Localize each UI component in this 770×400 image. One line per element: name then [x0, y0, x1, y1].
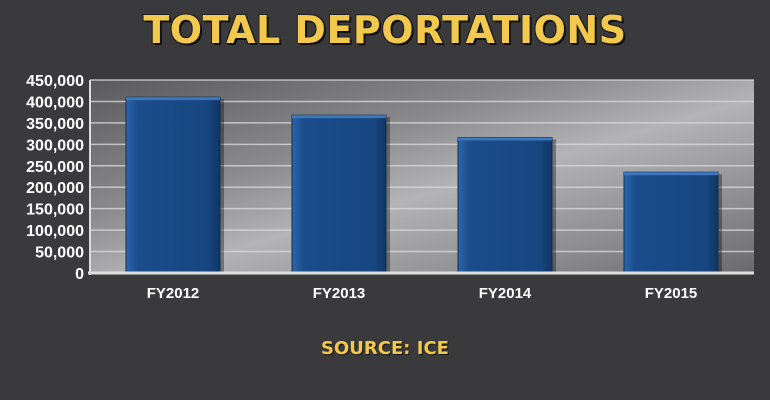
- x-tick-label: FY2015: [645, 285, 698, 302]
- y-tick-label: 350,000: [26, 116, 84, 133]
- y-tick-label: 0: [75, 266, 84, 283]
- bar-top-highlight: [126, 97, 220, 101]
- y-tick-label: 250,000: [26, 159, 84, 176]
- bar-top-highlight: [624, 172, 718, 176]
- y-tick-labels: 0 50,000 100,000 150,000 200,000 250,000 300,0…: [26, 73, 84, 283]
- x-tick-labels: FY2012 FY2013 FY2014 FY2015: [147, 285, 698, 302]
- bars: [125, 96, 722, 274]
- y-tick-label: 100,000: [26, 223, 84, 240]
- bar-fy2013: [291, 114, 387, 274]
- x-tick-label: FY2012: [147, 285, 200, 302]
- x-tick-label: FY2014: [479, 285, 532, 302]
- bar-fy2012: [125, 96, 221, 274]
- x-tick-label: FY2013: [313, 285, 366, 302]
- bar-fy2015: [623, 171, 719, 274]
- y-tick-label: 50,000: [35, 245, 84, 262]
- chart-title: TOTAL DEPORTATIONS: [143, 8, 627, 52]
- y-tick-label: 150,000: [26, 202, 84, 219]
- y-tick-label: 200,000: [26, 180, 84, 197]
- source-label: SOURCE: ICE: [321, 338, 449, 359]
- bar-top-highlight: [458, 137, 552, 141]
- bar-top-highlight: [292, 115, 386, 119]
- y-tick-label: 450,000: [26, 73, 84, 90]
- y-tick-label: 300,000: [26, 137, 84, 154]
- y-tick-label: 400,000: [26, 94, 84, 111]
- bar-fy2014: [457, 136, 553, 274]
